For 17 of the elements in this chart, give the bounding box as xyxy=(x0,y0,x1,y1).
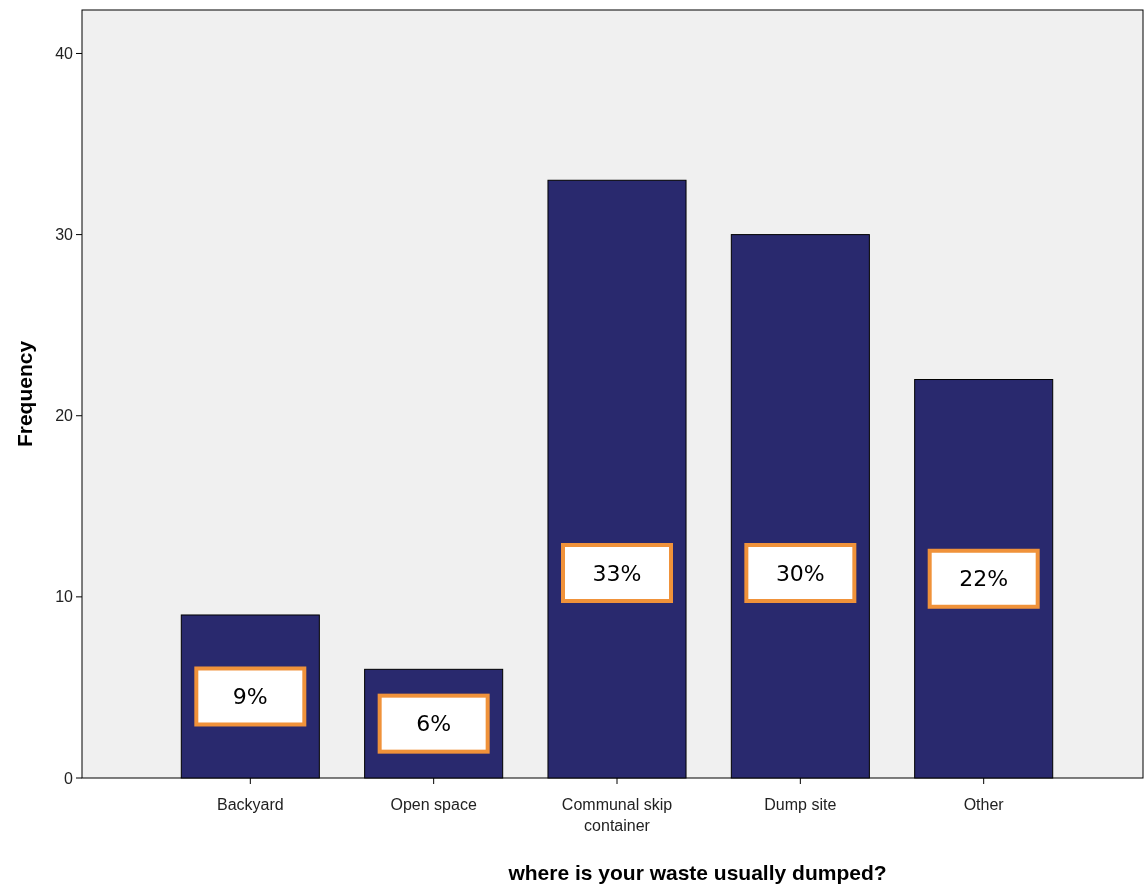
data-label: 30% xyxy=(775,560,825,586)
y-tick-label: 10 xyxy=(55,588,74,606)
y-tick-label: 40 xyxy=(55,45,74,63)
data-label: 33% xyxy=(592,560,642,586)
y-tick-label: 30 xyxy=(55,226,74,244)
y-axis-title: Frequency xyxy=(13,340,36,448)
data-label: 6% xyxy=(416,711,452,737)
y-tick-label: 0 xyxy=(64,769,74,787)
data-label: 22% xyxy=(959,566,1009,592)
x-tick-label: Communal skip container xyxy=(561,796,673,834)
data-label: 9% xyxy=(232,684,268,710)
x-tick-label: Backyard xyxy=(216,796,284,813)
x-tick-label: Other xyxy=(963,796,1005,813)
y-tick-label: 20 xyxy=(55,407,74,425)
x-axis-title: where is your waste usually dumped? xyxy=(507,861,887,884)
x-tick-label: Open space xyxy=(390,796,477,813)
x-tick-label: Dump site xyxy=(764,796,837,813)
